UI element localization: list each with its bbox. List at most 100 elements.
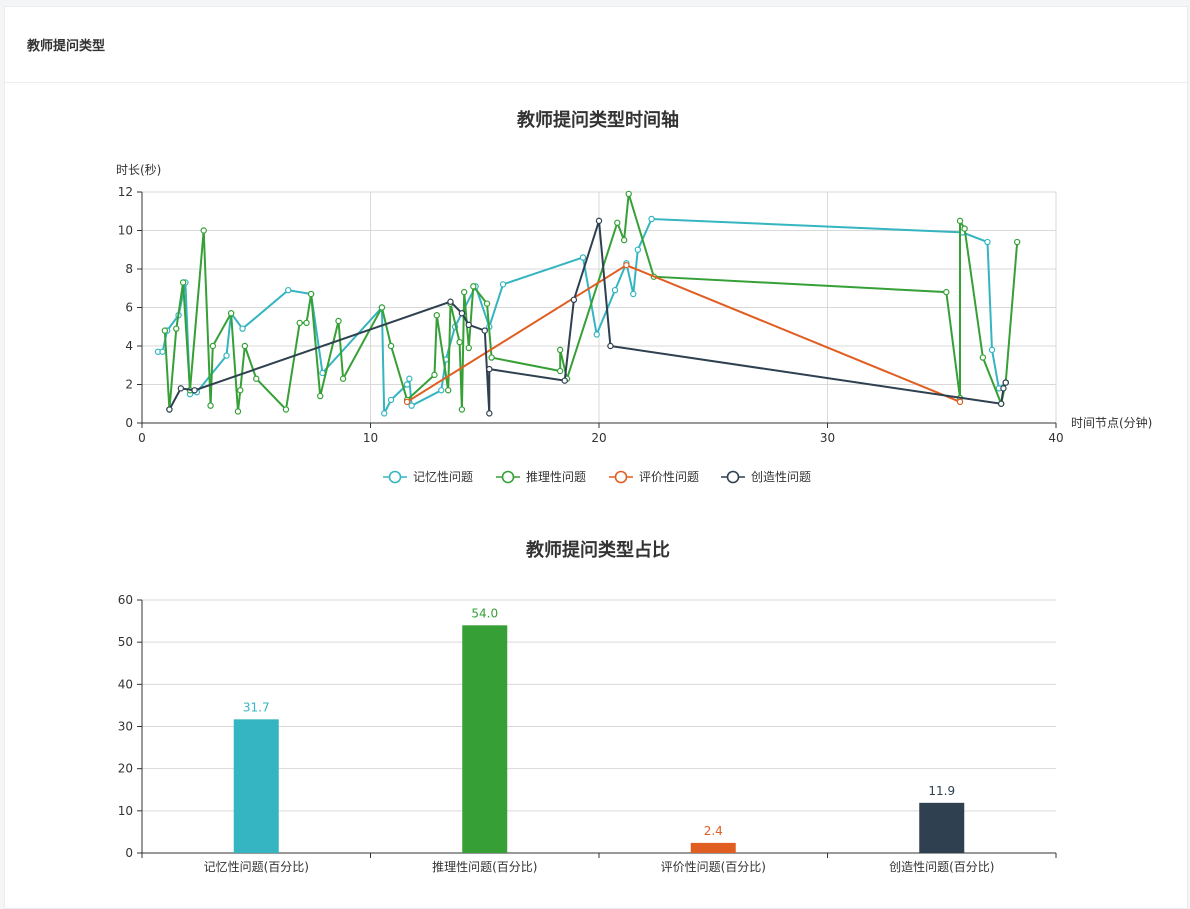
series-4 (166, 217, 1009, 417)
x-tick-label: 评价性问题(百分比) (661, 860, 766, 874)
series-point (179, 279, 187, 286)
series-point (984, 238, 991, 246)
bar-value-label: 54.0 (471, 606, 498, 620)
bar (233, 719, 279, 853)
series-point (956, 398, 964, 406)
bar (919, 802, 965, 853)
series-point (465, 344, 472, 352)
series-point (1000, 385, 1007, 392)
line-chart-legend: 记忆性问题 推理性问题 评价性问题 创造性问题 (383, 470, 811, 484)
series-point (593, 331, 600, 338)
y-tick-label: 10 (118, 224, 133, 238)
series-point (956, 217, 964, 225)
series-point (335, 317, 342, 325)
y-tick-label: 2 (125, 378, 133, 392)
series-point (630, 290, 637, 298)
bar-chart-axes: 0 10 20 30 40 50 60 记忆性问题(百分比) 推理性问题(百分比) 评价性问题(百… (118, 593, 1057, 874)
series-point (595, 217, 603, 225)
series-point (648, 215, 655, 223)
bar-group-1: 31.7 (233, 700, 279, 853)
series-point (481, 327, 488, 334)
bar-chart-grid (142, 599, 1056, 854)
series-point (303, 319, 310, 327)
series-point (570, 296, 578, 303)
series-line (163, 193, 1019, 412)
series-point (387, 342, 395, 350)
series-point (614, 219, 621, 226)
x-tick-label: 创造性问题(百分比) (889, 860, 994, 874)
series-point (431, 371, 438, 379)
x-tick-label: 记忆性问题(百分比) (204, 860, 309, 874)
series-point (447, 298, 454, 305)
series-point (556, 367, 564, 375)
series-line (168, 220, 1007, 414)
series-point (620, 236, 628, 244)
series-point (607, 342, 614, 350)
x-tick-label: 推理性问题(百分比) (432, 860, 537, 874)
series-point (223, 352, 230, 359)
bar-value-label: 31.7 (243, 700, 270, 714)
series-2 (161, 190, 1021, 415)
series-point (227, 310, 235, 317)
series-point (611, 286, 619, 294)
panel-title: 教师提问类型 (27, 39, 106, 54)
y-tick-label: 50 (118, 635, 133, 649)
series-point (499, 281, 507, 288)
series-point (943, 288, 950, 296)
series-point (296, 319, 303, 327)
series-3 (403, 261, 964, 406)
legend-label: 创造性问题 (751, 470, 811, 484)
series-point (997, 400, 1005, 407)
x-tick-label: 30 (820, 431, 835, 445)
legend-label: 评价性问题 (639, 470, 699, 484)
series-point (483, 300, 491, 307)
legend-label: 推理性问题 (526, 470, 586, 484)
series-point (378, 304, 386, 311)
y-tick-label: 0 (125, 416, 133, 430)
series-point (634, 246, 642, 253)
y-tick-label: 40 (118, 677, 133, 691)
series-point (209, 342, 217, 350)
series-point (339, 375, 347, 382)
series-point (458, 406, 466, 413)
line-chart-title: 教师提问类型时间轴 (517, 109, 679, 131)
legend-item-3: 评价性问题 (609, 470, 699, 484)
bar (690, 842, 736, 853)
bar-value-label: 2.4 (704, 824, 723, 838)
series-point (403, 381, 411, 388)
series-point (285, 286, 292, 294)
series-point (456, 338, 463, 346)
series-point (241, 342, 249, 350)
series-point (387, 396, 395, 404)
series-point (460, 288, 468, 296)
series-point (623, 261, 630, 269)
y-tick-label: 60 (118, 593, 133, 607)
series-point (381, 410, 388, 417)
y-tick-label: 20 (118, 762, 133, 776)
series-point (191, 387, 198, 394)
line-chart-series (154, 190, 1021, 417)
series-point (253, 375, 260, 382)
series-point (579, 254, 587, 261)
series-point (406, 375, 413, 382)
series-point (237, 387, 244, 394)
x-tick-label: 40 (1048, 431, 1063, 445)
y-tick-label: 4 (125, 339, 133, 353)
series-point (403, 398, 411, 406)
bar-chart-bars: 31.7 54.0 2.4 11.9 (233, 606, 965, 853)
series-point (1013, 238, 1021, 246)
series-point (465, 321, 472, 329)
series-point (486, 365, 493, 373)
bar-value-label: 11.9 (928, 784, 955, 798)
series-point (444, 387, 452, 394)
series-point (988, 346, 996, 354)
legend-label: 记忆性问题 (413, 470, 473, 484)
series-point (317, 392, 324, 400)
series-point (458, 310, 466, 317)
series-point (961, 225, 968, 232)
line-chart-axes: 0 2 4 6 8 10 12 0 10 20 30 40 (118, 185, 1064, 445)
series-point (408, 402, 415, 409)
bar-group-4: 11.9 (919, 784, 965, 853)
y-tick-label: 0 (125, 846, 133, 860)
x-tick-label: 0 (138, 431, 146, 445)
